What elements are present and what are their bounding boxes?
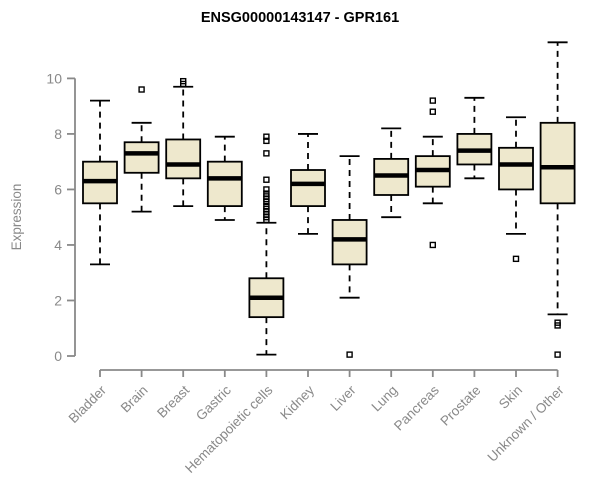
x-category-label: Skin [496, 383, 525, 412]
box-skin [498, 116, 534, 263]
x-category-label: Prostate [437, 383, 483, 429]
outlier-point [346, 351, 353, 358]
outlier-point [263, 133, 270, 140]
iqr-box [539, 121, 576, 205]
outlier-point [263, 176, 270, 183]
x-category-label: Liver [327, 382, 359, 414]
box-pancreas [414, 97, 451, 249]
box-bladder [82, 99, 118, 266]
outlier-point [263, 150, 270, 157]
x-category-label: Kidney [277, 382, 317, 422]
box-prostate [456, 96, 493, 180]
outlier-point [554, 351, 561, 358]
x-category-label: Gastric [193, 382, 234, 423]
y-tick-label: 6 [54, 181, 62, 197]
box-brain [123, 86, 160, 213]
x-category-label: Pancreas [391, 382, 442, 433]
y-tick-label: 4 [54, 237, 62, 253]
x-category-label: Brain [118, 383, 151, 416]
x-category-label: Unknown / Other [484, 382, 567, 465]
y-tick-label: 8 [54, 126, 62, 142]
outlier-point [263, 186, 270, 193]
outlier-point [263, 216, 270, 224]
box-unknown-other [539, 41, 576, 358]
outlier-point [179, 80, 187, 88]
box-gastric [206, 135, 243, 221]
y-tick-label: 10 [46, 70, 62, 86]
x-category-label: Bladder [66, 382, 110, 426]
x-category-label: Lung [368, 383, 400, 415]
iqr-box [331, 219, 368, 266]
y-tick-label: 0 [54, 348, 62, 364]
y-tick-label: 2 [54, 292, 62, 308]
box-lung [373, 127, 410, 219]
box-liver [331, 155, 368, 358]
outlier-point [429, 97, 436, 104]
iqr-box [498, 146, 534, 191]
y-axis-label: Expression [9, 184, 24, 251]
box-hematopoietic-cells [248, 133, 285, 356]
outlier-point [138, 86, 145, 93]
outlier-point [429, 108, 436, 115]
iqr-box [290, 169, 326, 207]
x-category-label: Breast [154, 382, 192, 420]
box-kidney [290, 133, 326, 235]
outlier-point [429, 241, 436, 249]
chart-title: ENSG00000143147 - GPR161 [201, 10, 399, 26]
iqr-box [165, 138, 202, 180]
outlier-point [263, 137, 270, 145]
box-breast [165, 77, 202, 207]
outlier-point [263, 198, 270, 206]
iqr-box [206, 160, 243, 207]
outlier-point [512, 255, 520, 263]
outlier-point [554, 322, 561, 329]
iqr-box [123, 141, 160, 174]
